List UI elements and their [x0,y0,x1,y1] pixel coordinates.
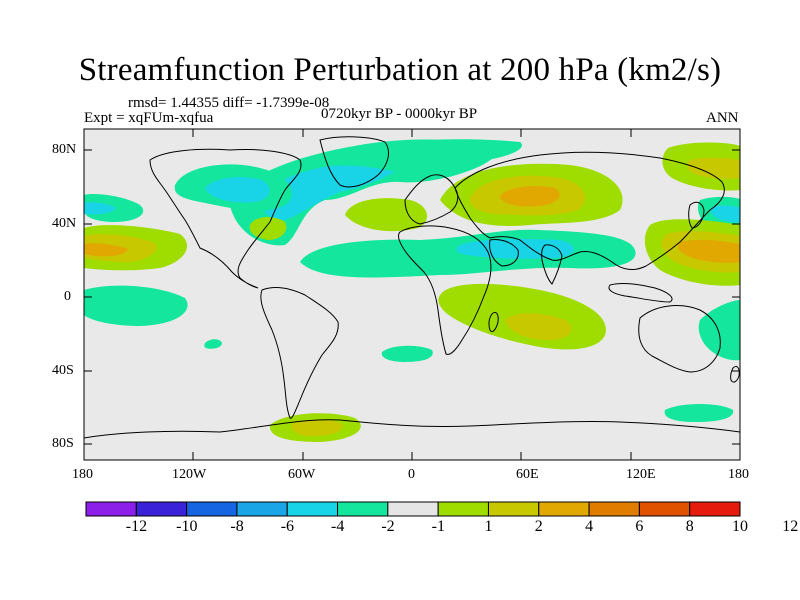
coast-arabia [489,239,519,267]
colorbar-label-10: 6 [635,518,644,535]
contour-neg-canada-core [205,177,270,203]
colorbar-box-5 [337,501,389,517]
lon-tick-120w: 120W [172,467,207,482]
coast-madagascar [488,311,499,333]
chart-title: Streamfunction Perturbation at 200 hPa (… [78,52,722,88]
colorbar-label-5: -2 [381,518,395,535]
colorbar-box-1 [135,501,188,517]
colorbar-box-2 [186,501,238,517]
colorbar-box-11 [638,501,691,517]
colorbar-box-6 [387,501,439,517]
colorbar-box-7 [437,501,489,517]
lat-tick-80s: 80S [52,436,74,451]
contour-neg-north-pacific-core [262,165,395,221]
contour-neg-arctic [380,139,522,162]
colorbar-box-8 [487,501,540,517]
coast-japan [688,201,705,229]
contour-pos-north-atlantic [345,198,428,232]
contour-neg-japan-core [710,205,740,223]
coast-australia [638,305,721,373]
contour-pos-south-indian-core [505,313,572,340]
colorbar-box-9 [538,501,590,517]
period-label: 0720kyr BP - 0000kyr BP [321,106,478,122]
coast-greenland [319,136,389,188]
colorbar-label-8: 2 [534,518,543,535]
coastlines [84,136,740,439]
colorbar-box-3 [236,501,288,517]
contour-pos-eurasia-3 [500,186,560,207]
colorbar-label-11: 8 [685,518,694,535]
coast-africa [398,225,492,355]
experiment-label: Expt = xqFUm-xqfua [84,110,214,126]
coast-india [541,244,563,285]
contour-pos-nw-pacific-core [687,157,740,179]
colorbar-label-0: -12 [125,518,148,535]
colorbar-label-12: 10 [732,518,748,535]
contour-neg-se-pacific [204,339,222,349]
colorbar-label-3: -6 [280,518,295,535]
contour-neg-south-pacific [84,285,188,326]
contour-neg-west-npacific-core [84,202,116,215]
coast-antarctica [84,419,740,439]
contour-pos-subtropical-pacific-3 [84,243,128,257]
contour-neg-south-pacific-2 [664,404,734,422]
colorbar-label-4: -4 [331,518,345,535]
lon-tick-60e: 60E [516,467,539,482]
lat-tick-40s: 40S [52,363,74,378]
colorbar-box-0 [85,501,137,517]
coast-new-zealand [730,365,740,383]
contour-neg-south-atlantic [381,345,433,362]
colorbar-label-6: -1 [431,518,445,535]
contour-neg-sw-pacific [698,300,740,361]
colorbar [85,501,741,517]
colorbar-label-13: 12 [782,518,799,535]
contour-fields [84,139,740,442]
lon-tick-180w: 180 [72,467,93,482]
coast-asia [454,151,725,270]
lon-tick-0: 0 [408,467,415,482]
contour-pos-east-us [249,217,287,240]
coast-europe [404,174,459,225]
colorbar-label-7: 1 [484,518,493,535]
lat-tick-0: 0 [64,289,71,304]
contour-pos-antarctic-core [291,419,343,436]
contour-neg-north-pacific [230,139,500,246]
colorbar-label-2: -8 [230,518,244,535]
coast-north-america [149,148,302,289]
colorbar-box-12 [689,501,741,517]
contour-neg-tropical-core [456,238,574,259]
coast-indonesia [608,283,673,303]
season-label: ANN [706,110,739,126]
contour-pos-west-pacific-3 [677,239,740,263]
colorbar-box-4 [286,501,339,517]
lon-tick-180e: 180 [728,467,749,482]
colorbar-label-9: 4 [585,518,594,535]
axis-ticks [83,129,741,460]
colorbar-box-10 [588,501,640,517]
stats-text: rmsd= 1.44355 diff= -1.7399e-08 [128,95,330,111]
lat-tick-40n: 40N [52,216,77,231]
coast-south-america [260,287,339,419]
lon-tick-120e: 120E [626,467,656,482]
colorbar-label-1: -10 [176,518,198,535]
lat-tick-80n: 80N [52,142,77,157]
lon-tick-60w: 60W [288,467,316,482]
